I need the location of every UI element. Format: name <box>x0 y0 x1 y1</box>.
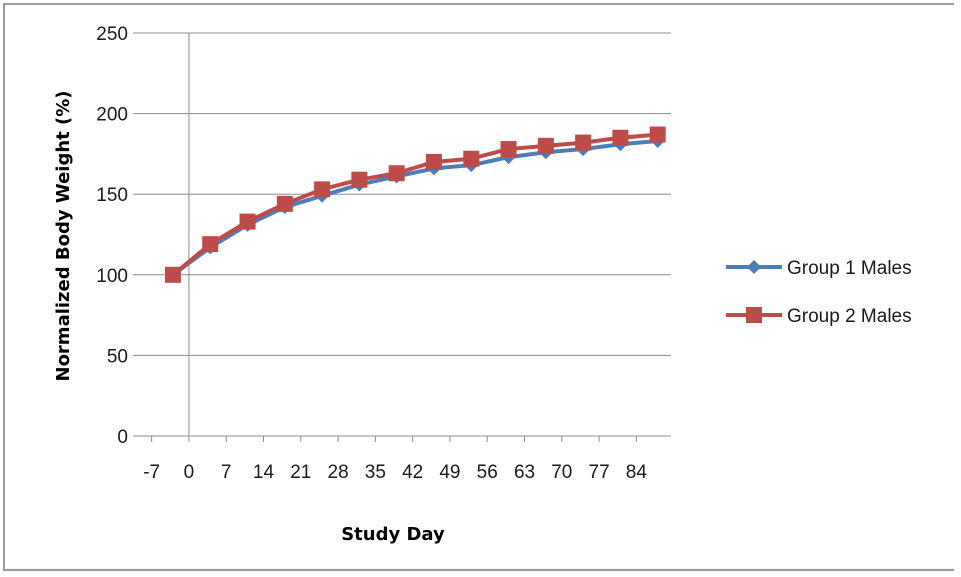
data-point <box>164 266 181 283</box>
data-point <box>649 126 666 143</box>
data-point <box>500 141 517 158</box>
axes <box>133 33 671 442</box>
data-point <box>314 181 331 198</box>
y-tick-label: 100 <box>96 266 128 287</box>
x-tick-label: 56 <box>477 462 498 483</box>
gridlines <box>133 32 671 356</box>
x-tick-label: 70 <box>551 462 572 483</box>
x-tick-label: 7 <box>221 462 232 483</box>
legend-item: Group 1 Males <box>726 258 912 279</box>
data-point <box>276 195 293 212</box>
series-2 <box>164 126 666 283</box>
y-tick-label: 200 <box>96 105 128 126</box>
x-tick-label: 21 <box>290 462 311 483</box>
y-tick-labels: 0 50 100 150 200 250 <box>96 24 128 448</box>
x-axis-title: Study Day <box>341 524 445 545</box>
legend-label: Group 2 Males <box>787 306 912 327</box>
chart-frame <box>3 3 954 571</box>
x-tick-labels: -7 0 7 14 21 28 35 42 49 56 63 70 77 84 <box>143 462 647 483</box>
x-tick-label: 77 <box>589 462 610 483</box>
y-tick-label: 150 <box>96 185 128 206</box>
x-tick-label: 14 <box>253 462 275 483</box>
y-tick-label: 250 <box>96 24 128 45</box>
data-point <box>425 153 442 170</box>
data-point <box>202 236 219 253</box>
y-tick-label: 50 <box>107 346 128 367</box>
legend: Group 1 Males Group 2 Males <box>726 258 912 327</box>
series-line <box>171 132 658 277</box>
data-point <box>612 129 629 146</box>
series-1 <box>165 134 665 282</box>
data-point <box>463 150 480 167</box>
legend-label: Group 1 Males <box>787 258 912 279</box>
series-line <box>171 139 658 277</box>
data-point <box>537 137 554 154</box>
data-point <box>351 171 368 188</box>
x-tick-label: 63 <box>514 462 535 483</box>
data-point <box>239 213 256 230</box>
legend-marker <box>746 307 762 323</box>
y-tick-label: 0 <box>117 427 128 448</box>
x-tick-label: 35 <box>365 462 386 483</box>
x-tick-label: 49 <box>439 462 460 483</box>
legend-marker <box>747 260 761 274</box>
y-axis-title: Normalized Body Weight (%) <box>53 90 74 381</box>
x-tick-label: -7 <box>143 462 160 483</box>
x-tick-label: 28 <box>328 462 349 483</box>
series-layer <box>164 126 666 283</box>
x-tick-label: 84 <box>626 462 648 483</box>
x-tick-label: 0 <box>184 462 195 483</box>
x-tick-label: 42 <box>402 462 423 483</box>
data-point <box>388 165 405 182</box>
data-point <box>575 134 592 151</box>
legend-item: Group 2 Males <box>726 306 912 327</box>
